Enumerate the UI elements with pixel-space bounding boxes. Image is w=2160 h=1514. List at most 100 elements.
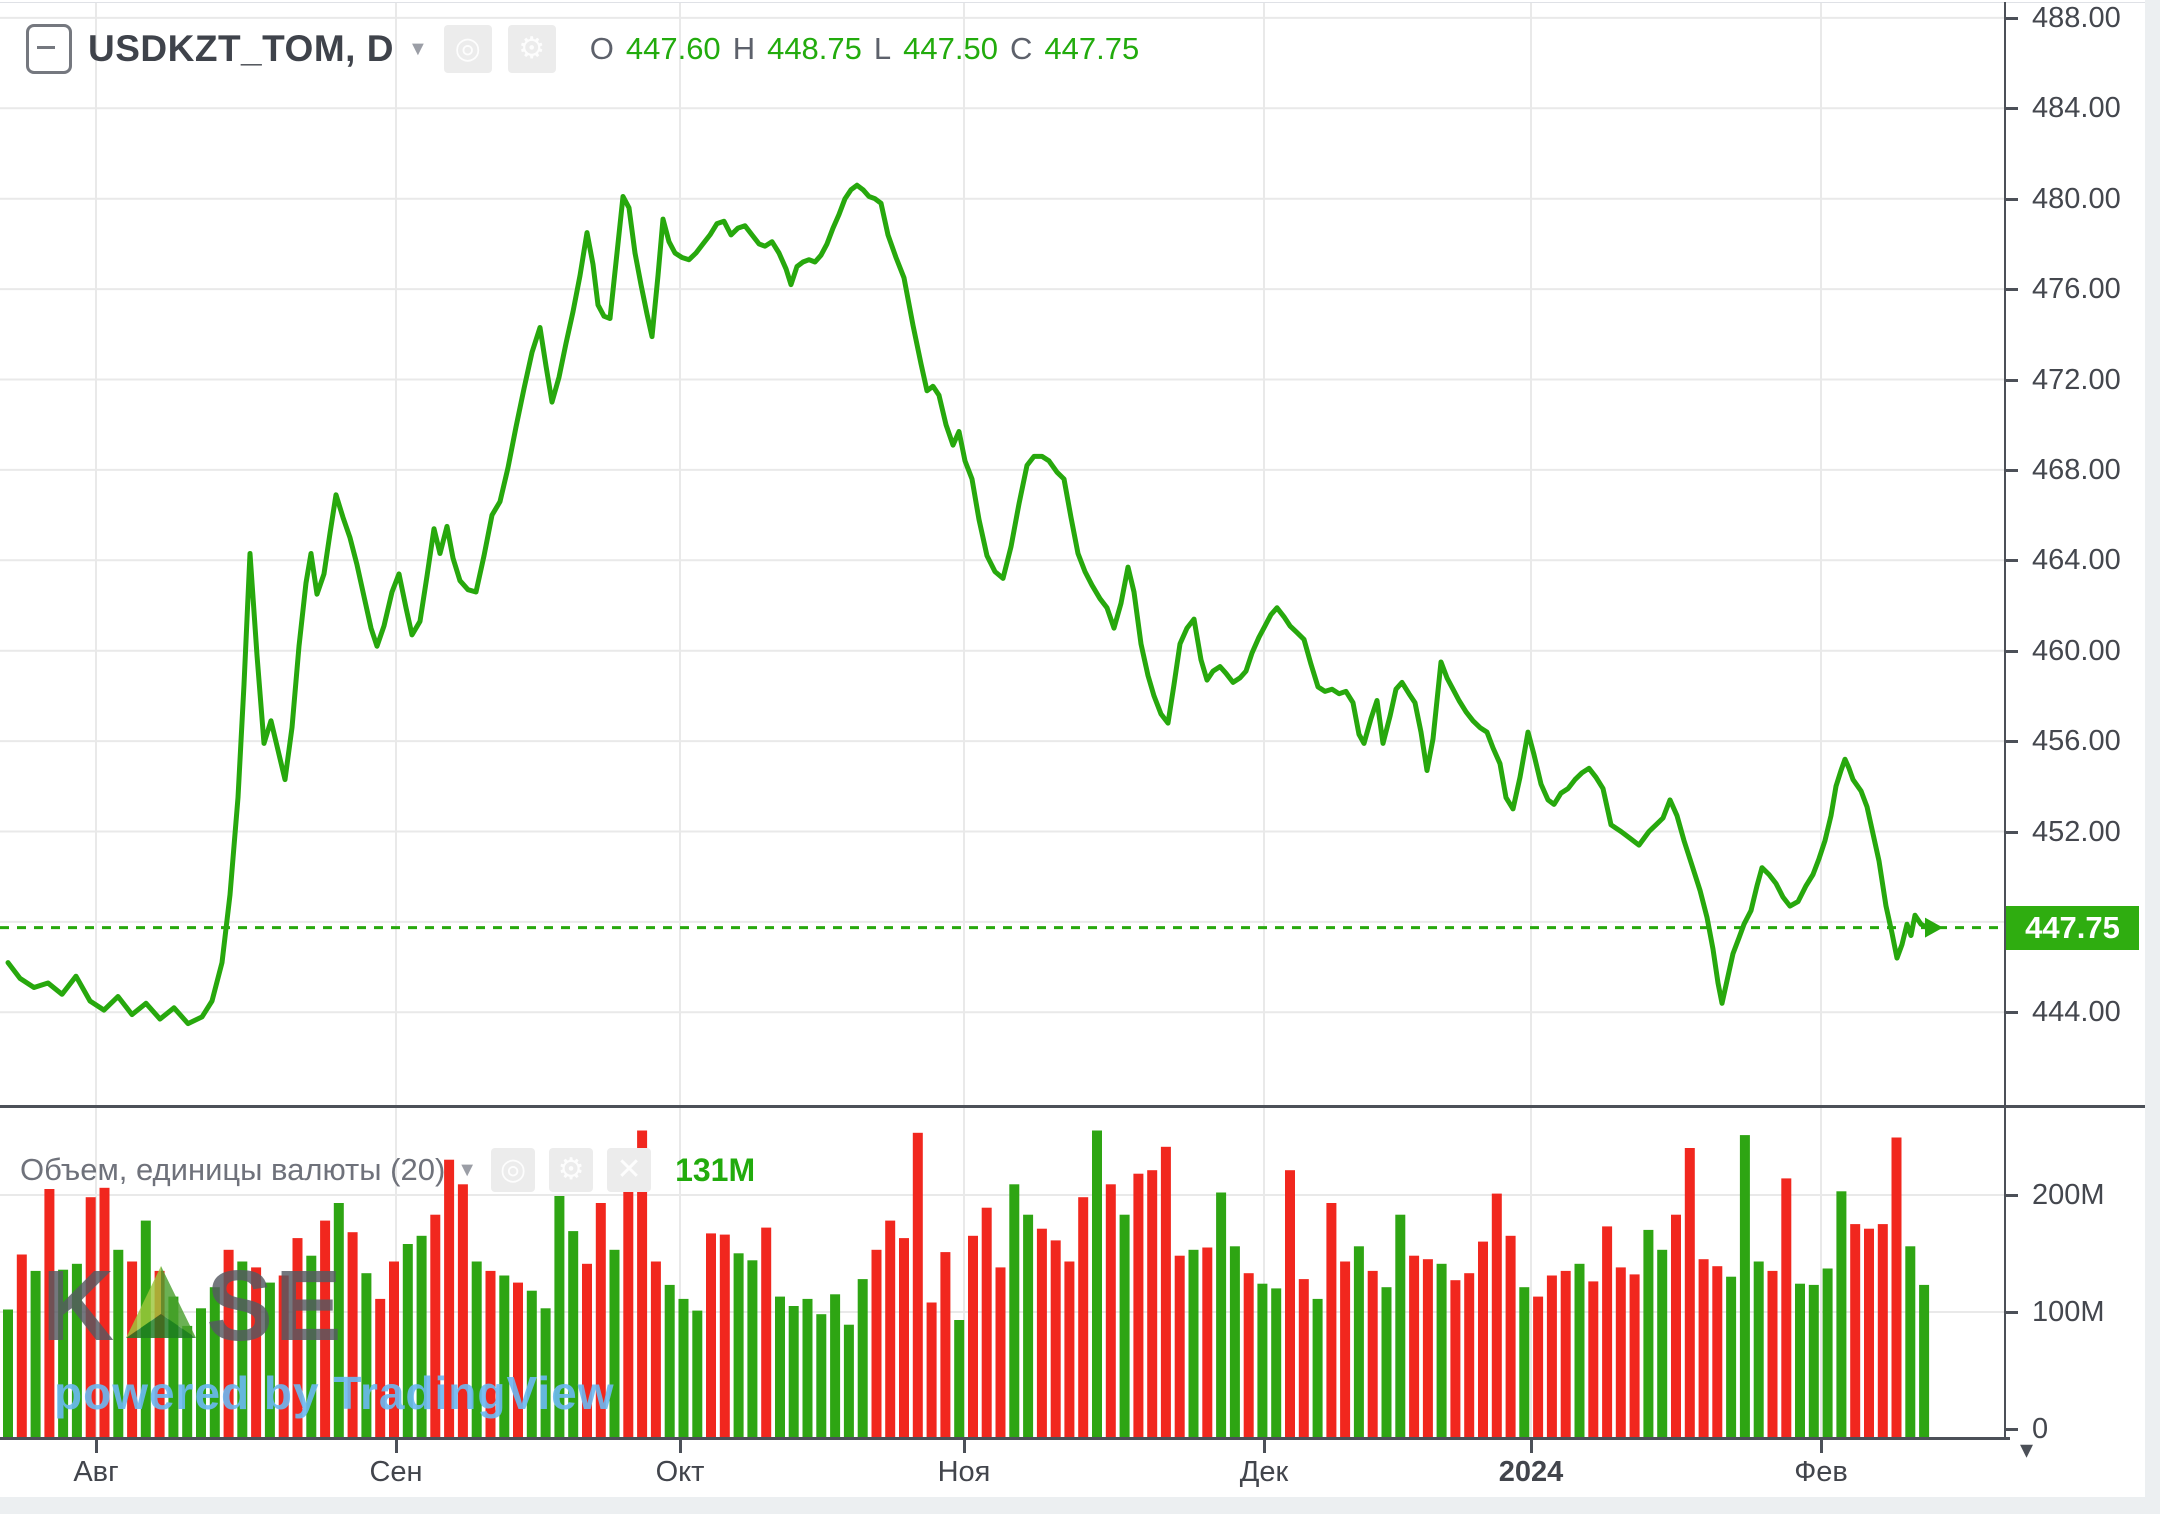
- volume-bar: [1133, 1173, 1144, 1437]
- volume-bar: [1229, 1246, 1240, 1437]
- volume-bar: [1464, 1273, 1475, 1437]
- volume-bar: [568, 1231, 579, 1437]
- volume-bar: [1436, 1263, 1447, 1437]
- eye-icon: ◎: [499, 1153, 527, 1186]
- collapse-pane-button[interactable]: [26, 24, 72, 74]
- volume-bar: [1505, 1235, 1516, 1437]
- volume-current-value: 131M: [675, 1151, 756, 1188]
- volume-bar: [609, 1249, 620, 1437]
- price-axis-label: 460.00: [2005, 634, 2145, 668]
- volume-bar: [1422, 1259, 1433, 1437]
- volume-pane[interactable]: [0, 1108, 2005, 1437]
- axis-tick: [2005, 378, 2018, 382]
- volume-bar: [113, 1249, 124, 1437]
- volume-bar: [912, 1132, 923, 1437]
- price-axis-label: 476.00: [2005, 272, 2145, 306]
- ohlc-value: 447.50: [903, 31, 998, 66]
- volume-bar: [1588, 1281, 1599, 1437]
- time-axis[interactable]: Авг Сен Окт Ноя Дек 2024 Фев: [0, 1440, 2005, 1497]
- volume-bar: [1271, 1288, 1282, 1437]
- price-axis-label: 472.00: [2005, 363, 2145, 397]
- kase-watermark: K SE powered by TradingView: [42, 1256, 615, 1420]
- ohlc-label: C: [1009, 31, 1033, 66]
- volume-bar: [3, 1309, 13, 1437]
- volume-bar: [664, 1284, 675, 1437]
- volume-bar: [1450, 1280, 1461, 1437]
- volume-bar: [540, 1308, 551, 1437]
- volume-visibility-button[interactable]: ◎: [491, 1148, 536, 1192]
- volume-bar: [1078, 1197, 1089, 1437]
- volume-bar: [719, 1234, 730, 1437]
- volume-bar: [1160, 1146, 1171, 1437]
- pane-divider[interactable]: [0, 1105, 2160, 1108]
- time-axis-label: Дек: [1239, 1456, 1289, 1488]
- right-edge-strip: [2145, 0, 2160, 1514]
- volume-bar: [1367, 1270, 1378, 1437]
- volume-bar: [333, 1203, 344, 1437]
- volume-bar: [1285, 1170, 1295, 1437]
- volume-chart-svg: [0, 1108, 2005, 1437]
- volume-bar: [457, 1184, 468, 1437]
- chevron-down-icon[interactable]: ▼: [457, 1158, 478, 1181]
- volume-bar: [389, 1261, 399, 1437]
- chevron-down-icon[interactable]: ▼: [407, 37, 428, 60]
- volume-close-button[interactable]: ✕: [607, 1148, 652, 1192]
- price-axis-label: 488.00: [2005, 1, 2145, 35]
- volume-bar: [595, 1203, 606, 1437]
- price-axis-label: 468.00: [2005, 453, 2145, 487]
- symbol-header: USDKZT_TOM, D ▼ ◎ ⚙ O 447.60 H 448.75 L 447.5…: [26, 24, 1139, 74]
- volume-bar: [209, 1287, 220, 1437]
- chevron-down-icon[interactable]: ▾: [2020, 1434, 2034, 1464]
- time-axis-label: 2024: [1498, 1456, 1564, 1488]
- axis-tick: [2005, 1011, 2018, 1015]
- volume-bar: [554, 1196, 565, 1437]
- axis-tick: [2005, 830, 2018, 834]
- symbol-title[interactable]: USDKZT_TOM, D: [88, 28, 394, 69]
- volume-bar: [1409, 1255, 1420, 1437]
- ohlc-value: 447.75: [1044, 31, 1140, 66]
- volume-bar: [1643, 1229, 1654, 1437]
- volume-bar: [1036, 1228, 1047, 1437]
- volume-bar: [747, 1260, 758, 1437]
- volume-bar: [1919, 1284, 1930, 1437]
- settings-button[interactable]: ⚙: [507, 25, 556, 73]
- volume-pane-border: [0, 1437, 2010, 1440]
- volume-bar: [1629, 1274, 1640, 1437]
- volume-bar: [981, 1207, 992, 1437]
- volume-bar: [940, 1252, 951, 1437]
- volume-bar: [1574, 1263, 1585, 1437]
- volume-indicator-title[interactable]: Объем, единицы валюты (20): [20, 1152, 446, 1187]
- visibility-button[interactable]: ◎: [443, 25, 492, 73]
- volume-bar: [1753, 1261, 1764, 1437]
- axis-tick: [2005, 1194, 2018, 1197]
- volume-bar: [320, 1220, 331, 1437]
- price-axis-border: [2004, 2, 2006, 1440]
- volume-bar: [1698, 1259, 1709, 1437]
- time-axis-label: Ноя: [937, 1456, 991, 1488]
- axis-tick: [2005, 468, 2018, 472]
- volume-bar: [430, 1214, 441, 1437]
- volume-bar: [416, 1235, 427, 1437]
- volume-bar: [692, 1310, 703, 1437]
- volume-settings-button[interactable]: ⚙: [549, 1148, 594, 1192]
- volume-bar: [1864, 1228, 1874, 1437]
- volume-bar: [44, 1189, 55, 1437]
- time-axis-tick: [95, 1440, 98, 1453]
- volume-bar: [1905, 1246, 1916, 1437]
- kase-triangle-icon: [126, 1266, 197, 1338]
- volume-bar: [278, 1275, 289, 1437]
- price-axis[interactable]: 447.75 488.00 484.00 480.00 476.00 472.00 468…: [2005, 0, 2145, 1445]
- volume-bar: [471, 1261, 482, 1437]
- price-pane[interactable]: [0, 3, 2005, 1105]
- volume-bar: [1781, 1178, 1792, 1437]
- powered-by-tradingview: powered by TradingView: [54, 1367, 615, 1419]
- gear-icon: ⚙: [518, 32, 546, 65]
- volume-bar: [1023, 1214, 1034, 1437]
- volume-bar: [1712, 1266, 1723, 1437]
- volume-bar: [264, 1282, 275, 1437]
- volume-bar: [99, 1187, 110, 1437]
- volume-bar: [127, 1261, 138, 1437]
- volume-axis-label: 100M: [2005, 1295, 2145, 1329]
- volume-bar: [513, 1282, 523, 1437]
- volume-bar: [582, 1263, 592, 1437]
